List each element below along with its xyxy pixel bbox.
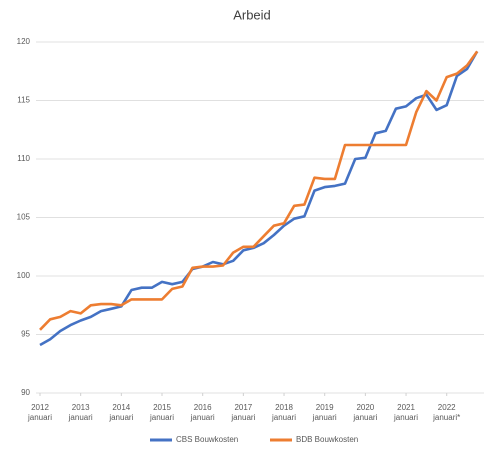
x-tick-label: 2020 januari xyxy=(353,403,378,422)
y-tick-label: 90 xyxy=(21,388,30,397)
x-tick-label: 2019 januari xyxy=(312,403,337,422)
y-tick-label: 100 xyxy=(17,271,31,280)
legend-label: BDB Bouwkosten xyxy=(296,435,358,444)
x-tick-label: 2013 januari xyxy=(68,403,93,422)
y-tick-label: 120 xyxy=(17,37,31,46)
x-tick-label: 2016 januari xyxy=(190,403,215,422)
x-tick-label: 2022 januari* xyxy=(433,403,461,422)
x-tick-label: 2012 januari xyxy=(27,403,52,422)
series-line xyxy=(39,50,479,347)
x-tick-label: 2021 januari xyxy=(394,403,419,422)
series-line xyxy=(39,50,479,331)
x-tick-label: 2017 januari xyxy=(231,403,256,422)
y-tick-label: 95 xyxy=(21,330,30,339)
y-tick-label: 115 xyxy=(17,96,30,105)
y-tick-label: 105 xyxy=(17,213,31,222)
x-tick-label: 2018 januari xyxy=(272,403,297,422)
y-tick-label: 110 xyxy=(17,154,30,163)
legend-label: CBS Bouwkosten xyxy=(176,435,238,444)
x-tick-label: 2015 januari xyxy=(149,403,174,422)
chart-title: Arbeid xyxy=(233,7,271,22)
x-tick-label: 2014 januari xyxy=(109,403,134,422)
